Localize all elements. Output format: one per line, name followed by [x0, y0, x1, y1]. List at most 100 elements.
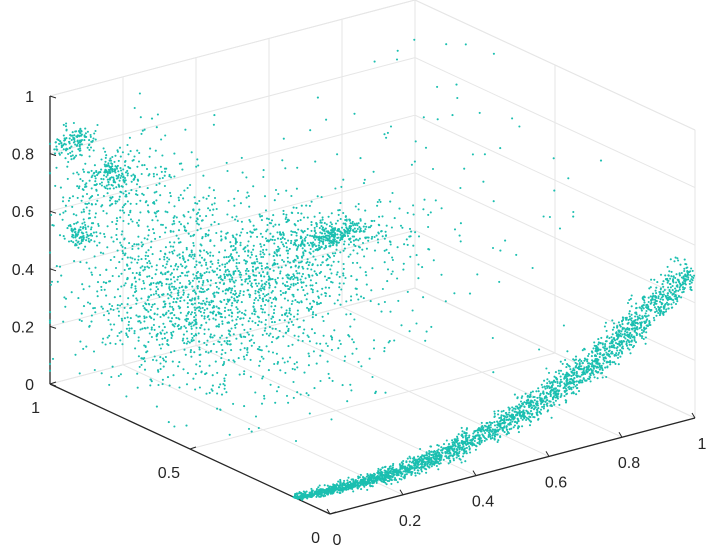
data-point — [291, 343, 294, 346]
data-point — [652, 316, 655, 319]
data-point — [247, 320, 250, 323]
data-point — [82, 188, 85, 192]
data-point — [278, 319, 281, 322]
data-point — [225, 256, 228, 259]
data-point — [306, 227, 309, 230]
data-point — [184, 274, 187, 277]
data-point — [262, 292, 265, 296]
data-point — [131, 220, 134, 223]
data-point — [76, 185, 79, 188]
data-point — [292, 273, 295, 276]
data-point — [115, 166, 118, 169]
data-point — [307, 352, 310, 355]
data-point — [207, 207, 210, 210]
data-point — [201, 235, 204, 239]
data-point — [168, 175, 171, 178]
data-point — [183, 342, 186, 345]
data-point — [200, 219, 203, 222]
data-point — [265, 266, 269, 269]
data-point — [187, 270, 190, 273]
data-point — [314, 238, 317, 241]
data-point — [116, 200, 119, 203]
data-point — [129, 150, 132, 153]
data-point — [514, 407, 517, 411]
data-point — [303, 243, 306, 246]
data-point — [274, 188, 278, 192]
data-point — [364, 222, 367, 225]
data-point — [371, 219, 374, 223]
data-point — [113, 296, 116, 299]
data-point — [371, 375, 374, 379]
data-point — [321, 241, 325, 244]
data-point — [83, 134, 86, 137]
data-point — [164, 266, 167, 269]
data-point — [75, 214, 78, 217]
data-point — [65, 129, 68, 132]
data-point — [295, 234, 298, 237]
data-point — [136, 386, 139, 389]
data-point — [177, 294, 180, 297]
data-point — [190, 355, 193, 358]
data-point — [220, 235, 223, 238]
data-point — [308, 355, 311, 358]
data-point — [440, 207, 443, 210]
data-point — [189, 313, 193, 316]
data-point — [142, 279, 145, 283]
data-point — [203, 328, 206, 331]
data-point — [163, 305, 167, 308]
data-point — [364, 228, 367, 231]
data-point — [152, 318, 156, 321]
data-point — [284, 264, 287, 267]
data-point — [268, 221, 271, 225]
data-point — [227, 299, 230, 302]
data-point — [164, 360, 167, 363]
data-point — [105, 268, 108, 271]
data-point — [236, 311, 239, 314]
data-point — [159, 250, 162, 253]
data-point — [242, 317, 245, 320]
data-point — [99, 171, 102, 174]
data-point — [330, 272, 333, 275]
data-point — [189, 351, 192, 354]
data-point — [100, 177, 103, 180]
data-point — [328, 286, 331, 289]
data-point — [182, 258, 185, 261]
data-point — [326, 239, 329, 242]
data-point — [284, 217, 287, 221]
data-point — [179, 263, 182, 266]
data-point — [85, 182, 88, 185]
data-point — [464, 460, 467, 463]
data-point — [150, 240, 153, 243]
data-point — [386, 280, 389, 283]
data-point — [200, 264, 203, 267]
data-point — [229, 308, 232, 312]
data-point — [346, 231, 349, 234]
data-point — [288, 261, 292, 264]
data-point — [220, 334, 223, 337]
data-point — [100, 181, 103, 184]
data-point — [388, 467, 391, 470]
data-point — [390, 479, 393, 482]
data-point — [283, 361, 286, 364]
data-point — [682, 290, 685, 293]
data-point — [341, 485, 344, 488]
data-point — [675, 281, 678, 284]
data-point — [398, 207, 401, 210]
data-point — [121, 206, 124, 209]
data-point — [261, 283, 264, 286]
data-point — [372, 479, 375, 482]
data-point — [650, 301, 653, 304]
data-point — [346, 400, 349, 403]
data-point — [217, 259, 220, 262]
data-point — [145, 351, 148, 354]
data-point — [572, 379, 575, 382]
data-point — [85, 236, 88, 239]
data-point — [227, 321, 231, 324]
data-point — [102, 147, 105, 150]
data-point — [282, 291, 285, 295]
data-point — [612, 326, 615, 329]
data-point — [200, 324, 203, 327]
data-point — [246, 244, 249, 247]
data-point — [109, 166, 112, 169]
